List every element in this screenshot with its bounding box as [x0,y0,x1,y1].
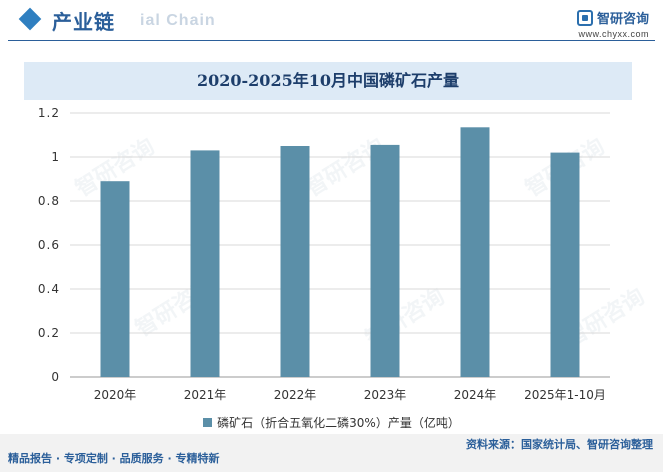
grid-lines [70,112,610,378]
x-tick-label: 2020年 [94,388,137,402]
legend-swatch [203,418,213,427]
header: 产业链 ial Chain 智研咨询 www.chyxx.com [0,0,663,44]
chart-title: 2020-2025年10月中国磷矿石产量 [197,71,459,90]
zhiyan-logo-icon [576,9,593,26]
brand-url: www.chyxx.com [578,29,649,39]
legend-label: 磷矿石（折合五氧化二磷30%）产量（亿吨） [217,416,460,430]
bar [190,150,220,377]
x-tick-label: 2023年 [364,388,407,402]
y-tick-label: 0.4 [38,282,60,296]
y-tick-label: 0 [51,370,60,384]
footer-band [0,434,663,472]
y-tick-label: 0.8 [38,194,60,208]
x-tick-label: 2022年 [274,388,317,402]
footer-source: 资料来源：国家统计局、智研咨询整理 [466,438,653,451]
legend[interactable]: 磷矿石（折合五氧化二磷30%）产量（亿吨） [0,414,663,431]
x-tick-label: 2025年1-10月 [524,388,606,402]
bar [370,144,400,377]
y-tick-label: 0.6 [38,238,60,252]
y-tick-label: 1 [51,150,60,164]
bar [460,127,490,377]
y-tick-label: 0.2 [38,326,60,340]
bar [550,152,580,377]
bar [280,146,310,377]
brand[interactable]: 智研咨询 www.chyxx.com [576,8,649,39]
header-title: 产业链 [52,10,115,34]
brand-name: 智研咨询 [596,12,649,27]
header-rule [8,40,655,41]
x-tick-label: 2024年 [454,388,497,402]
x-tick-labels: 2020年 2021年 2022年 2023年 2024年 2025年1-10月 [94,388,606,402]
header-watermark: ial Chain [140,12,216,29]
y-tick-labels: 0 0.2 0.4 0.6 0.8 1 1.2 [38,106,60,384]
bars [100,127,580,377]
bar [100,181,130,377]
x-tick-label: 2021年 [184,388,227,402]
footer-slogan: 精品报告 · 专项定制 · 品质服务 · 专精特新 [8,452,220,465]
title-band [24,62,632,100]
y-tick-label: 1.2 [38,106,60,120]
